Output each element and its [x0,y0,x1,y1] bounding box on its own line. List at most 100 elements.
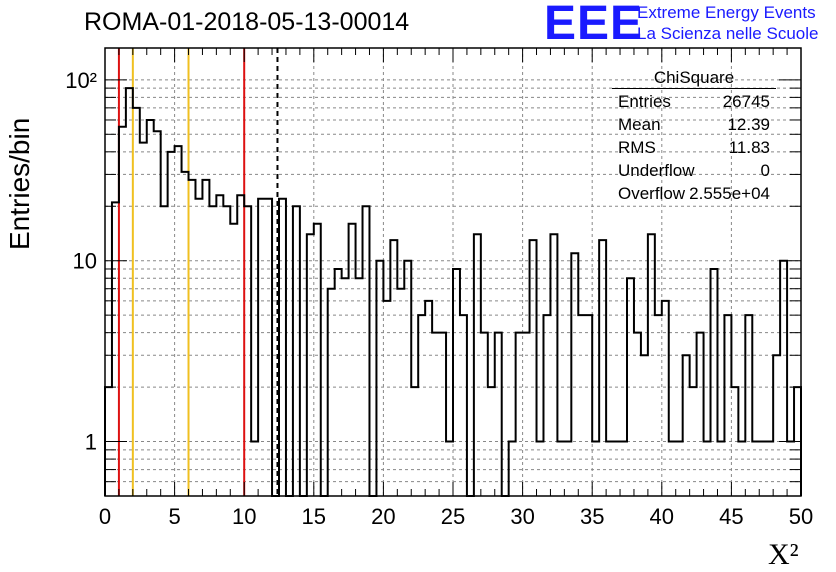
histogram-bin [606,442,613,496]
histogram-bin [599,240,606,496]
stats-value: 26745 [722,92,770,111]
histogram-bin [390,240,397,496]
histogram-bin [752,442,759,496]
histogram-bin [745,315,752,496]
stats-value: 11.83 [728,138,770,157]
x-axis-label: X² [768,538,799,571]
x-tick-label: 0 [99,504,111,529]
histogram-bin [182,172,189,496]
stats-box: ChiSquare Entries 26745 Mean 12.39 RMS 1… [612,66,776,204]
histogram-bin [759,442,766,496]
histogram-bin [655,315,662,496]
y-tick-label: 10² [65,68,97,93]
histogram-bin [731,387,738,496]
x-tick-label: 30 [510,504,534,529]
histogram-bin [425,301,432,496]
logo-caption-line1: Extreme Energy Events [637,3,816,22]
histogram-bin [439,333,446,496]
histogram-bin [474,234,481,496]
stats-value: 0 [760,161,770,180]
histogram-bin [342,278,349,496]
histogram-bin [662,301,669,496]
stats-divider [612,88,776,89]
y-axis-label: Entries/bin [4,117,35,250]
histogram-bin [251,442,258,496]
histogram-bin [620,442,627,496]
histogram-bin [258,199,265,496]
axes [104,47,802,497]
histogram-bin [648,234,655,496]
x-tick-label: 15 [302,504,326,529]
stats-row-overflow: Overflow 2.555e+04 [618,184,770,206]
y-tick-label: 10 [73,249,97,274]
tick-labels: 0 5 10 15 20 25 30 35 40 45 50 1 10 10² [65,68,813,529]
stats-key: RMS [618,138,656,157]
histogram-bin [328,289,335,496]
histogram-bin [363,206,370,496]
logo-caption-line2: La Scienza nelle Scuole [637,24,819,43]
histogram-bin [133,108,140,496]
histogram-bin [773,355,780,496]
histogram-bin [376,261,383,496]
histogram-bin [523,333,530,496]
histogram-bin [724,315,731,496]
x-tick-label: 10 [232,504,256,529]
histogram-bin [717,442,724,496]
histogram-bin [189,180,196,496]
histogram-bin [585,315,592,496]
histogram-bin [704,442,711,496]
vertical-marker-lines [117,48,279,496]
histogram-bin [592,442,599,496]
histogram-bin [780,261,787,496]
stats-value: 12.39 [727,115,770,134]
histogram-bin [669,442,676,496]
histogram-bin [244,206,251,496]
histogram-bin [161,206,168,496]
histogram-bin [543,315,550,496]
histogram-bin [265,199,272,496]
stats-value: 2.555e+04 [689,184,770,203]
x-tick-label: 45 [719,504,743,529]
histogram-bin [613,442,620,496]
histogram-bin [230,224,237,496]
histogram-bin [516,333,523,496]
histogram-bin [571,253,578,496]
histogram-bin [578,315,585,496]
histogram-bin [195,199,202,496]
histogram-bin [641,355,648,496]
histogram-bin [356,278,363,496]
y-tick-label: 1 [85,430,97,455]
stats-row-rms: RMS 11.83 [618,138,770,160]
histogram-bin [446,442,453,496]
histogram-bin [293,206,300,496]
x-tick-label: 20 [371,504,395,529]
histogram-bin [126,88,133,496]
histogram-bin [530,240,537,496]
histogram-bin [453,269,460,496]
eee-logo: EEE [544,0,644,50]
histogram-bin [397,289,404,496]
stats-title: ChiSquare [653,68,735,87]
histogram-bin [112,202,119,496]
histogram-bin [279,199,286,496]
histogram-bin [175,146,182,496]
histogram-outline [104,87,802,497]
histogram-bin [140,143,147,496]
histogram-bin [634,333,641,496]
histogram-bin [209,206,216,496]
histogram-bin [488,387,495,496]
histogram-bin [216,195,223,496]
histogram-bin [690,387,697,496]
x-tick-label: 5 [168,504,180,529]
histogram-bin [460,315,467,496]
stats-row-entries: Entries 26745 [618,92,770,114]
histogram-bin [564,442,571,496]
histogram-bin [335,269,342,496]
histogram-bin [481,333,488,496]
stats-row-mean: Mean 12.39 [618,115,770,137]
stats-key: Mean [618,115,661,134]
histogram-bin [683,355,690,496]
histogram-bin [119,127,126,496]
histogram-bin [766,442,773,496]
